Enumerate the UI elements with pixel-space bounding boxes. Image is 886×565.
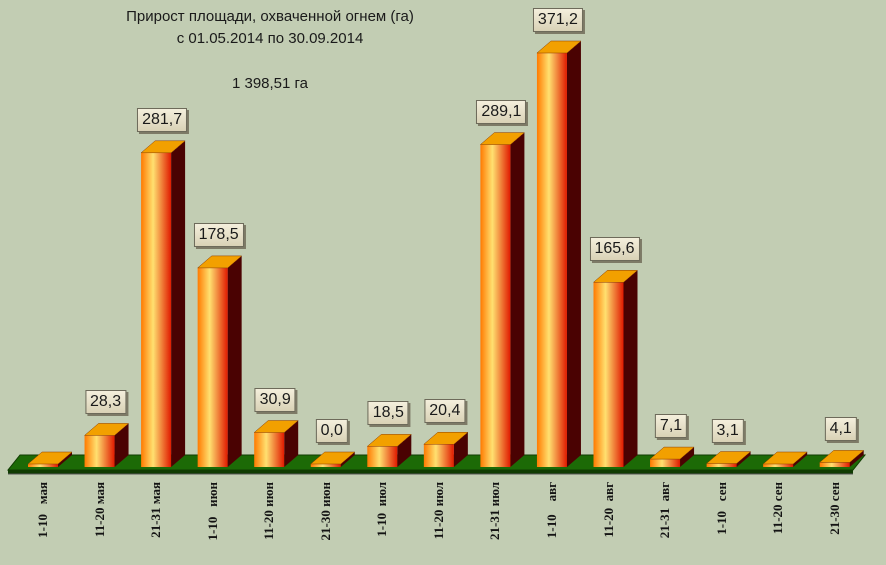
data-label: 7,1 [654, 414, 688, 439]
x-tick-label: 11-20 сен [770, 482, 786, 535]
bar-top [592, 270, 639, 283]
data-label: 281,7 [137, 107, 188, 132]
bar-front [367, 446, 398, 467]
data-label: 20,4 [424, 399, 466, 424]
x-tick-label: 1-10 мая [35, 482, 50, 538]
data-label: 178,5 [193, 222, 244, 247]
bar [819, 450, 865, 467]
bar-top [479, 132, 526, 145]
data-label: 28,3 [84, 390, 127, 415]
bar-top [705, 451, 752, 464]
bar-top [196, 255, 243, 269]
x-tick-label: 11-20 июн [261, 482, 277, 540]
chart-subtitle: с 01.05.2014 по 30.09.2014 [176, 30, 364, 47]
bar-side [510, 132, 525, 467]
bar-front [423, 444, 454, 467]
bar-top [423, 431, 469, 445]
bar-front [197, 267, 228, 467]
data-label: 4,1 [824, 417, 857, 442]
bar [705, 451, 752, 467]
bar-top [140, 140, 186, 154]
bar [140, 140, 186, 467]
data-label: 165,6 [589, 237, 640, 262]
x-tick-label: 1-10 июл [374, 482, 390, 537]
x-tick-label: 21-31 мая [148, 482, 164, 538]
bar-side [284, 420, 299, 467]
bar [83, 423, 130, 467]
data-label: 3,1 [711, 418, 744, 443]
data-label: 371,2 [532, 8, 583, 32]
bar-front [536, 53, 567, 467]
x-tick-label: 11-20 июл [430, 482, 446, 540]
bar-side [736, 451, 751, 467]
bar-top [762, 451, 808, 465]
x-tick-label: 21-31 авг [657, 482, 673, 539]
x-tick-label: 11-20 мая [91, 482, 107, 538]
bar-front [310, 464, 341, 467]
bar-front [480, 144, 511, 467]
bar [536, 40, 582, 467]
bar-top [253, 420, 299, 433]
x-tick-label: 21-30 сен [826, 482, 842, 535]
bar [649, 446, 695, 467]
bar-side [680, 447, 695, 467]
bar-top [83, 423, 130, 436]
x-tick-label: 21-31 июл [487, 482, 503, 540]
bar [423, 431, 469, 467]
data-label: 30,9 [254, 387, 296, 412]
bar-top [649, 446, 695, 460]
bar-side [227, 255, 242, 467]
bar [310, 451, 356, 467]
bar-front [819, 462, 850, 467]
bar-front [84, 435, 115, 467]
bar-front [763, 464, 794, 467]
bar-front [141, 152, 172, 467]
bar-front [706, 463, 737, 467]
x-tick-label: 21-30 июн [317, 482, 333, 541]
bar-side [453, 432, 468, 467]
bar [592, 270, 639, 467]
chart-floor-edge [8, 470, 853, 474]
bar-top [819, 450, 865, 463]
bar [253, 420, 299, 467]
x-tick-label: 1-10 сен [713, 482, 729, 535]
bar [366, 434, 412, 467]
bar-top [27, 451, 73, 465]
bar-top [536, 40, 582, 54]
bar-front [650, 459, 681, 467]
bar-side [793, 452, 808, 467]
chart-title: Прирост площади, охваченной огнем (га) [126, 8, 414, 25]
bar-front [28, 464, 58, 467]
bar-side [58, 452, 72, 467]
bar [27, 451, 73, 467]
bar [196, 255, 243, 467]
chart-total: 1 398,51 га [231, 75, 309, 92]
bar-top [310, 451, 356, 465]
bar-side [340, 452, 355, 467]
x-tick-label: 1-10 авг [543, 482, 559, 539]
bar [479, 132, 526, 467]
data-label: 289,1 [476, 99, 527, 124]
bar-top [366, 434, 412, 447]
x-tick-label: 11-20 авг [600, 482, 616, 538]
bar-side [849, 450, 864, 467]
bar-side [566, 41, 581, 467]
bar-front [254, 432, 285, 467]
bar-side [171, 140, 186, 467]
bar [762, 451, 808, 467]
data-label: 18,5 [367, 401, 409, 426]
bar-side [114, 423, 129, 467]
x-tick-label: 1-10 июн [204, 482, 220, 541]
data-label: 0,0 [315, 419, 348, 443]
bar-side [623, 270, 638, 467]
bar-side [397, 434, 412, 467]
bar-front [593, 282, 624, 467]
